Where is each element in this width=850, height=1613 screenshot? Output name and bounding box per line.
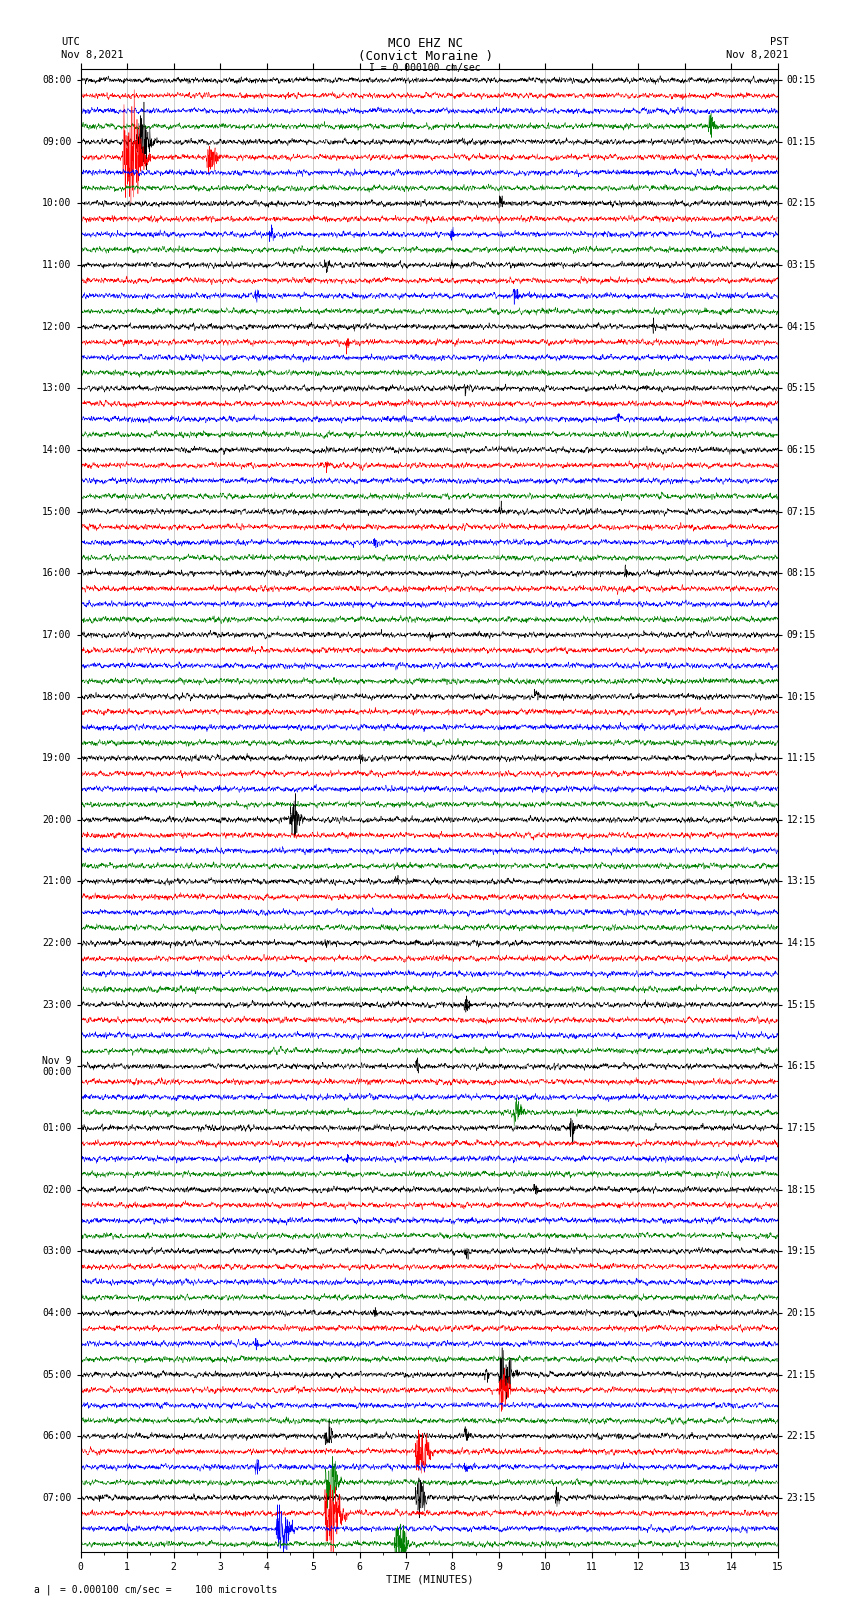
Text: PST: PST [770,37,789,47]
Text: I = 0.000100 cm/sec: I = 0.000100 cm/sec [369,63,481,73]
Text: Nov 8,2021: Nov 8,2021 [61,50,124,60]
Text: Nov 8,2021: Nov 8,2021 [726,50,789,60]
Text: UTC: UTC [61,37,80,47]
X-axis label: TIME (MINUTES): TIME (MINUTES) [386,1574,473,1586]
Text: a |: a | [34,1584,52,1595]
Text: = 0.000100 cm/sec =    100 microvolts: = 0.000100 cm/sec = 100 microvolts [60,1586,277,1595]
Text: (Convict Moraine ): (Convict Moraine ) [358,50,492,63]
Text: MCO EHZ NC: MCO EHZ NC [388,37,462,50]
